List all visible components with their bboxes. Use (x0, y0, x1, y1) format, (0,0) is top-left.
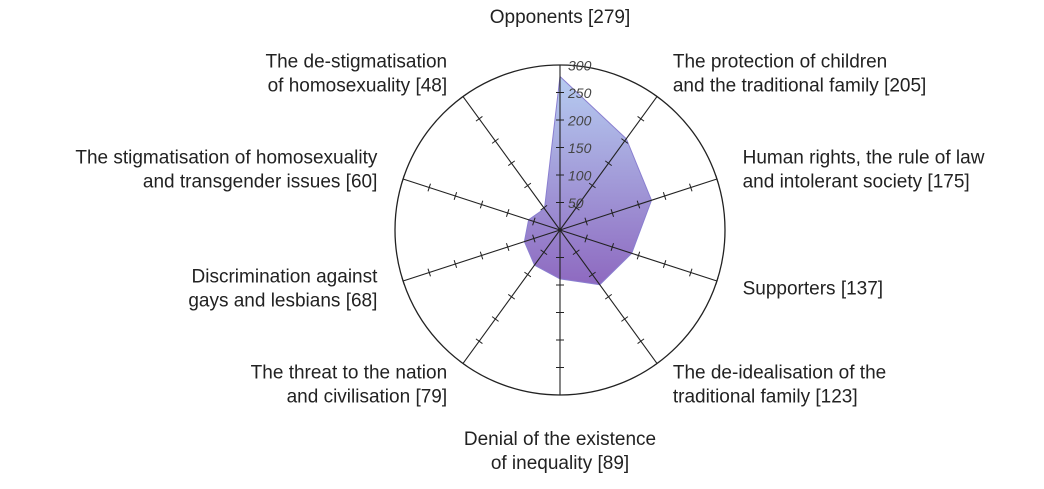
tick-mark (604, 293, 613, 300)
tick-mark (584, 234, 588, 243)
tick-mark (427, 268, 431, 277)
tick-mark (540, 204, 548, 211)
tick-mark (491, 316, 499, 322)
tick-mark (453, 192, 458, 200)
category-label: of homosexuality [48] (268, 76, 448, 97)
tick-mark (637, 338, 645, 344)
r-tick-label: 100 (568, 168, 592, 184)
tick-mark (572, 204, 580, 211)
tick-mark (505, 209, 510, 217)
tick-mark (532, 217, 536, 226)
category-label: Human rights, the rule of law (743, 148, 985, 169)
tick-mark (662, 192, 667, 200)
tick-mark (715, 175, 719, 183)
tick-mark (459, 360, 467, 367)
tick-mark (653, 93, 661, 100)
category-label: Denial of the existence (464, 429, 656, 450)
category-label: The threat to the nation (251, 362, 447, 383)
category-label: The stigmatisation of homosexuality (75, 148, 378, 169)
tick-mark (540, 249, 548, 256)
tick-mark (610, 243, 615, 251)
tick-mark (475, 116, 483, 122)
tick-mark (621, 316, 629, 322)
category-label: Supporters [137] (743, 278, 883, 299)
category-label: gays and lesbians [68] (188, 290, 377, 311)
r-tick-label: 150 (568, 140, 592, 156)
tick-mark (459, 93, 467, 100)
tick-mark (604, 160, 613, 167)
r-tick-label: 50 (568, 195, 584, 211)
tick-mark (453, 260, 458, 268)
tick-mark (532, 234, 536, 243)
tick-mark (588, 271, 596, 278)
category-label: Discrimination against (192, 266, 379, 287)
category-label: and transgender issues [60] (143, 172, 378, 193)
category-label: The protection of children (673, 52, 887, 73)
tick-mark (491, 138, 499, 144)
category-label: The de-stigmatisation (265, 52, 447, 73)
tick-mark (584, 217, 588, 226)
tick-mark (401, 277, 405, 285)
tick-mark (621, 138, 629, 144)
category-label: and the traditional family [205] (673, 76, 927, 97)
r-tick-label: 250 (567, 85, 592, 101)
tick-mark (507, 160, 516, 167)
tick-mark (715, 277, 719, 285)
tick-mark (507, 293, 516, 300)
tick-mark (479, 251, 484, 260)
category-label: and intolerant society [175] (743, 172, 970, 193)
tick-mark (637, 116, 645, 122)
category-label: traditional family [123] (673, 386, 858, 407)
r-tick-label: 300 (568, 58, 592, 74)
tick-mark (689, 183, 693, 192)
tick-mark (689, 268, 693, 277)
tick-mark (479, 200, 484, 209)
tick-mark (610, 209, 615, 217)
tick-mark (524, 271, 532, 278)
r-tick-label: 200 (567, 113, 592, 129)
tick-mark (427, 183, 431, 192)
tick-mark (401, 175, 405, 183)
tick-mark (475, 338, 483, 344)
tick-mark (588, 182, 596, 189)
tick-mark (662, 260, 667, 268)
tick-mark (572, 249, 580, 256)
tick-mark (653, 360, 661, 367)
tick-mark (636, 200, 641, 209)
category-label: The de-idealisation of the (673, 362, 886, 383)
category-label: Opponents [279] (490, 7, 631, 28)
tick-mark (636, 251, 641, 260)
tick-mark (505, 243, 510, 251)
category-label: and civilisation [79] (287, 386, 448, 407)
tick-mark (524, 182, 532, 189)
category-label: of inequality [89] (491, 453, 629, 474)
